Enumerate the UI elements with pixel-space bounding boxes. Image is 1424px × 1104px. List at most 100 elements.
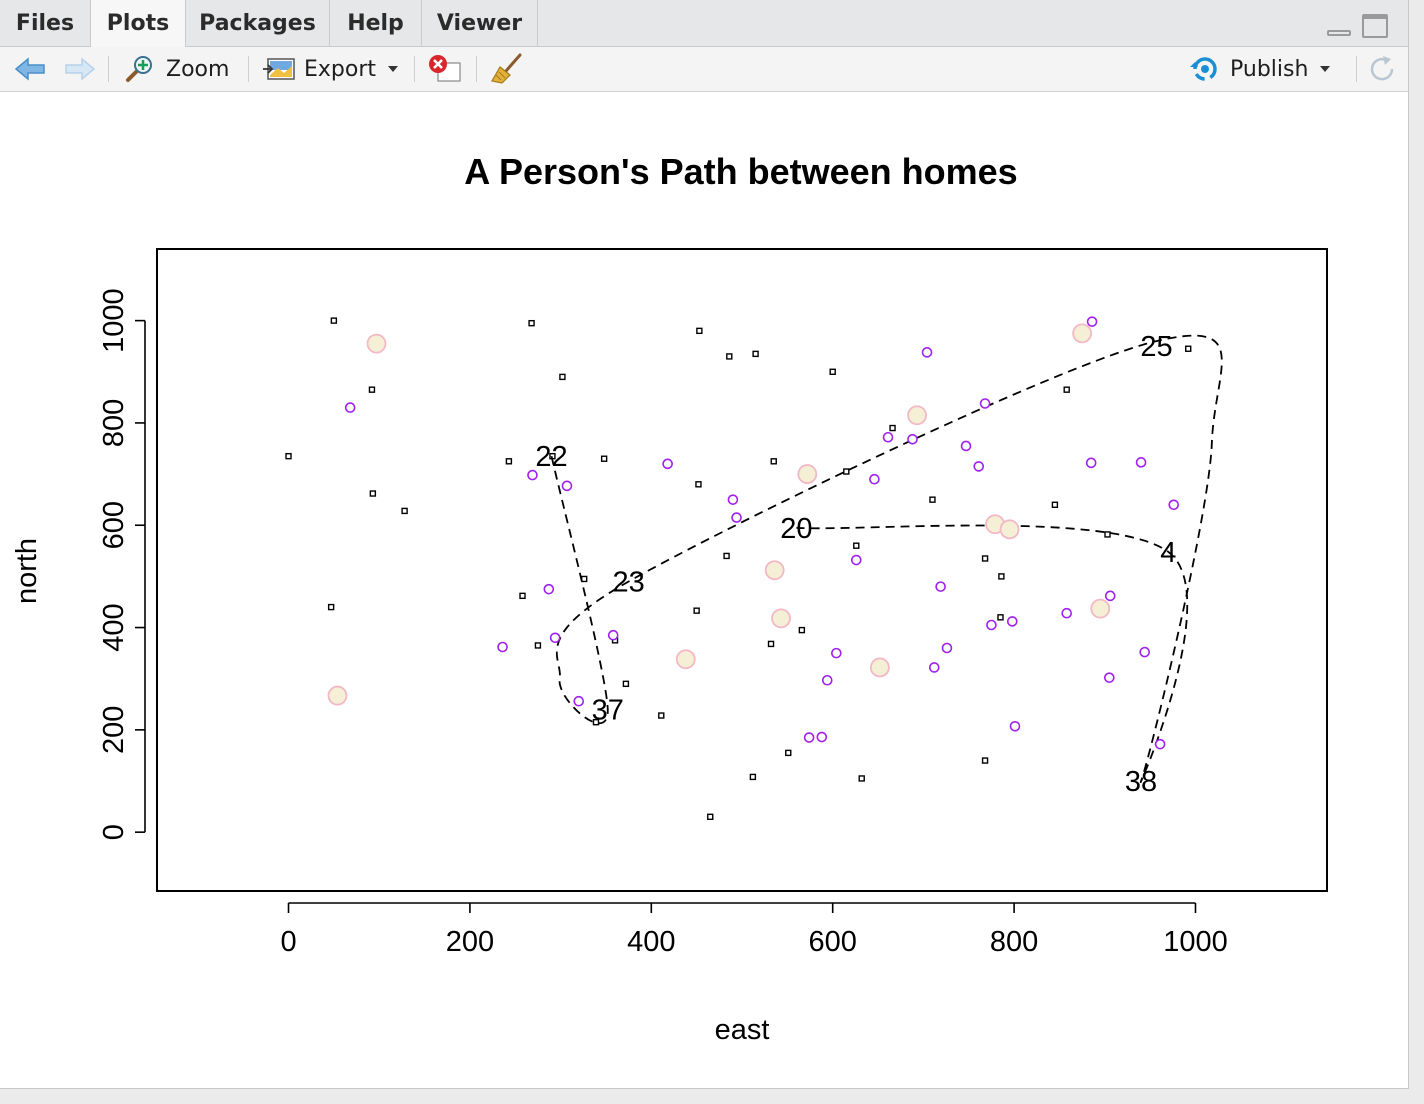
square-point xyxy=(559,373,566,381)
y-axis-label: north xyxy=(11,538,43,604)
publish-icon xyxy=(1190,57,1217,81)
square-point xyxy=(695,481,702,488)
square-point xyxy=(723,552,730,560)
path-label: 23 xyxy=(612,567,644,599)
square-point xyxy=(929,496,936,503)
minimize-pane-icon[interactable] xyxy=(1326,16,1352,38)
x-tick-label: 400 xyxy=(627,926,675,958)
tab-help[interactable]: Help xyxy=(330,0,422,46)
circle-point xyxy=(831,647,842,659)
circle-point xyxy=(497,641,508,653)
broom-icon xyxy=(491,53,522,84)
circle-point xyxy=(986,619,997,631)
circle-point xyxy=(928,662,940,673)
toolbar-separator xyxy=(476,56,477,82)
plot-frame xyxy=(156,248,1328,892)
circle-point xyxy=(973,461,985,472)
home-point xyxy=(797,464,818,484)
back-arrow-icon xyxy=(14,57,45,81)
square-point xyxy=(998,573,1005,580)
home-point xyxy=(869,657,890,678)
square-point xyxy=(330,317,338,324)
x-tick-label: 200 xyxy=(446,926,494,958)
circle-point xyxy=(573,695,585,707)
back-button[interactable] xyxy=(14,47,46,91)
path-label: 22 xyxy=(535,441,567,473)
zoom-button[interactable]: Zoom xyxy=(124,47,229,91)
clear-plots-button[interactable] xyxy=(490,47,524,91)
square-point xyxy=(592,718,600,726)
toolbar-separator xyxy=(248,56,249,82)
home-point xyxy=(1072,323,1093,344)
circle-point xyxy=(1139,646,1150,658)
export-icon xyxy=(263,58,295,80)
tab-plots[interactable]: Plots xyxy=(90,0,186,47)
x-tick-label: 600 xyxy=(809,926,857,958)
home-point xyxy=(999,519,1020,540)
forward-arrow-icon xyxy=(65,57,96,81)
maximize-pane-icon[interactable] xyxy=(1362,14,1388,38)
square-point xyxy=(285,452,292,460)
publish-button[interactable]: Publish xyxy=(1188,47,1331,91)
forward-button[interactable] xyxy=(64,47,96,91)
tab-packages[interactable]: Packages xyxy=(186,0,330,46)
home-point xyxy=(771,608,791,629)
home-point xyxy=(675,649,696,670)
x-axis-label: east xyxy=(715,1014,770,1046)
export-label: Export xyxy=(304,56,377,82)
plots-toolbar: Zoom Export xyxy=(0,47,1408,92)
circle-point xyxy=(816,731,828,743)
export-button[interactable]: Export xyxy=(262,47,399,91)
chevron-down-icon xyxy=(1320,66,1331,72)
remove-plot-button[interactable] xyxy=(426,47,464,91)
circle-point xyxy=(543,583,555,595)
circle-point xyxy=(1086,316,1098,327)
circle-point xyxy=(662,458,673,470)
square-point xyxy=(997,614,1004,621)
y-tick-label: 1000 xyxy=(98,288,130,353)
plot-title: A Person's Path between homes xyxy=(464,151,1017,192)
circle-point xyxy=(1104,672,1115,683)
square-point xyxy=(696,327,703,335)
circle-point xyxy=(1006,616,1018,627)
square-point xyxy=(327,603,335,611)
circle-point xyxy=(979,398,991,409)
circle-point xyxy=(960,440,972,452)
circle-point xyxy=(527,469,538,481)
square-point xyxy=(600,455,608,462)
square-point xyxy=(534,642,542,649)
square-point xyxy=(798,626,806,634)
points-layer xyxy=(285,316,1192,821)
tab-bar: Files Plots Packages Help Viewer xyxy=(0,0,1408,47)
circle-point xyxy=(882,431,894,443)
square-point xyxy=(658,712,665,719)
square-point xyxy=(752,350,759,358)
square-point xyxy=(369,490,377,497)
circle-point xyxy=(935,581,946,592)
tab-files[interactable]: Files xyxy=(0,0,91,46)
y-axis: 0 200 400 600 800 1000 xyxy=(98,288,146,840)
square-point xyxy=(785,749,792,757)
circle-point xyxy=(1154,738,1166,750)
square-point xyxy=(843,468,850,475)
circle-point xyxy=(344,402,356,413)
refresh-button[interactable] xyxy=(1366,47,1398,91)
circle-point xyxy=(821,674,833,686)
square-point xyxy=(519,592,526,600)
zoom-icon xyxy=(126,56,152,82)
circle-point xyxy=(907,433,918,445)
circle-point xyxy=(1168,499,1180,511)
square-point xyxy=(1185,345,1192,352)
remove-plot-icon xyxy=(429,55,461,82)
square-point xyxy=(693,607,700,614)
y-tick-label: 200 xyxy=(98,706,130,754)
square-point xyxy=(726,353,733,360)
y-tick-label: 400 xyxy=(98,603,130,651)
x-tick-label: 1000 xyxy=(1163,926,1228,958)
circle-point xyxy=(921,347,933,358)
toolbar-separator xyxy=(1356,56,1357,82)
toolbar-separator xyxy=(108,56,109,82)
tab-viewer[interactable]: Viewer xyxy=(422,0,538,46)
y-tick-label: 800 xyxy=(98,399,130,447)
path-labels-layer: 22 37 23 25 38 4 20 xyxy=(535,331,1176,798)
